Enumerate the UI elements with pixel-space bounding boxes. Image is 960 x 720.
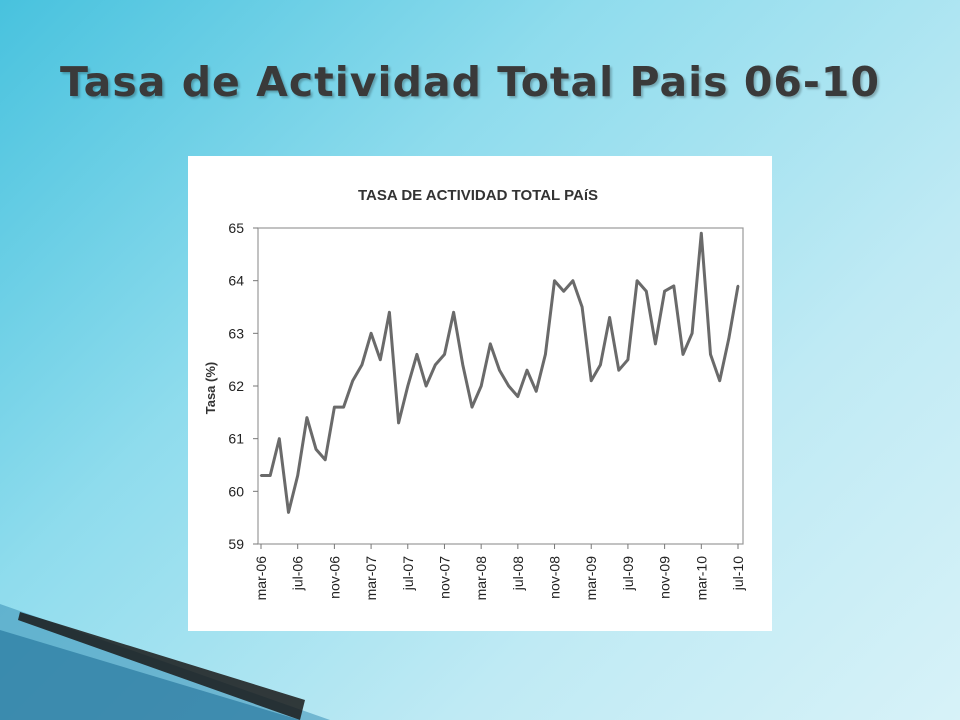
data-point: [544, 353, 547, 356]
x-tick-label: jul-08: [510, 556, 526, 591]
data-point: [424, 384, 428, 388]
x-tick-label: mar-06: [253, 556, 269, 601]
data-point: [461, 363, 465, 367]
data-point: [709, 353, 712, 356]
data-point: [608, 316, 611, 319]
data-point: [434, 363, 437, 367]
data-point: [268, 474, 272, 477]
x-tick-label: mar-07: [363, 556, 379, 601]
data-point: [553, 279, 556, 282]
data-point: [718, 379, 721, 382]
y-axis-label: Tasa (%): [203, 362, 218, 415]
data-point: [314, 448, 318, 451]
data-point: [489, 342, 492, 346]
y-tick-label: 59: [228, 536, 244, 552]
y-tick-label: 64: [228, 273, 244, 289]
data-point: [259, 474, 263, 477]
x-tick-label: jul-10: [730, 556, 746, 591]
x-tick-label: mar-10: [693, 556, 709, 601]
data-point: [736, 284, 740, 288]
y-tick-label: 62: [228, 378, 244, 394]
data-point: [296, 474, 299, 477]
x-tick-label: nov-08: [547, 556, 563, 599]
data-point: [388, 311, 391, 314]
slide-title: Tasa de Actividad Total Pais 06-10: [60, 58, 880, 106]
y-tick-label: 65: [228, 220, 244, 236]
data-point: [681, 353, 685, 356]
x-tick-label: jul-07: [400, 556, 416, 591]
data-point: [599, 363, 602, 367]
data-point: [663, 290, 666, 293]
y-tick-label: 61: [228, 431, 244, 447]
data-point: [360, 363, 364, 367]
chart-title: TASA DE ACTIVIDAD TOTAL PAíS: [358, 187, 598, 204]
data-point: [369, 332, 373, 335]
x-tick-label: jul-09: [620, 556, 636, 591]
data-point: [498, 369, 501, 372]
data-point: [562, 290, 565, 293]
data-point: [571, 279, 575, 282]
data-point: [324, 458, 327, 461]
data-point: [287, 511, 290, 514]
data-point: [305, 416, 309, 419]
data-point: [333, 405, 336, 409]
data-point: [397, 421, 400, 425]
data-point: [690, 332, 694, 335]
data-point: [406, 384, 409, 388]
data-point: [580, 305, 584, 309]
data-point: [617, 369, 620, 372]
x-tick-label: jul-06: [290, 556, 306, 591]
x-tick-label: nov-07: [436, 556, 452, 599]
data-point: [342, 405, 345, 409]
data-point: [672, 284, 675, 288]
data-point: [635, 279, 639, 282]
x-tick-label: mar-09: [583, 556, 599, 601]
data-point: [626, 358, 630, 361]
data-point: [507, 384, 510, 388]
data-point: [351, 379, 354, 382]
y-tick-label: 60: [228, 483, 244, 499]
data-point: [452, 311, 455, 314]
x-tick-label: nov-09: [657, 556, 673, 599]
x-tick-label: nov-06: [326, 556, 342, 599]
data-point: [590, 379, 593, 382]
line-chart: TASA DE ACTIVIDAD TOTAL PAíS Tasa (%) 59…: [203, 187, 746, 601]
x-tick-label: mar-08: [473, 556, 489, 601]
data-point: [534, 390, 538, 393]
y-tick-label: 63: [228, 325, 244, 341]
data-point: [645, 290, 648, 293]
data-point: [727, 337, 731, 340]
series-line: [261, 231, 740, 514]
chart-card: TASA DE ACTIVIDAD TOTAL PAíS Tasa (%) 59…: [188, 156, 772, 631]
data-point: [654, 342, 657, 346]
data-point: [700, 232, 703, 235]
plot-frame: [257, 227, 744, 545]
data-point: [379, 358, 382, 361]
data-point: [525, 369, 529, 372]
data-point: [470, 405, 474, 409]
data-point: [443, 353, 446, 356]
data-point: [278, 437, 281, 440]
data-point: [479, 384, 483, 388]
data-point: [415, 353, 419, 356]
data-point: [516, 395, 520, 398]
